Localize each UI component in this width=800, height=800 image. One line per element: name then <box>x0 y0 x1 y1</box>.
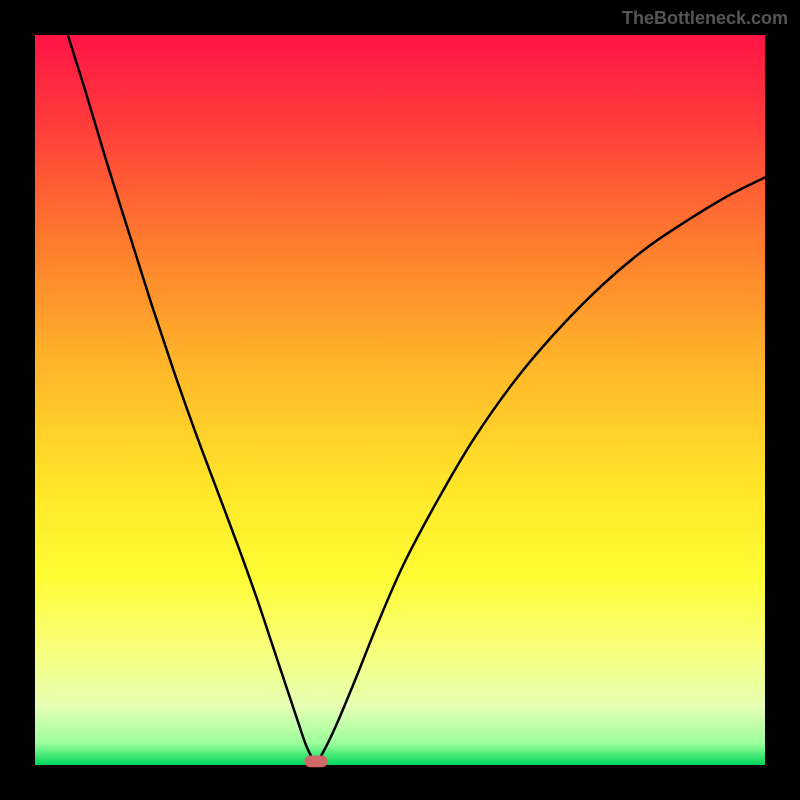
watermark-text: TheBottleneck.com <box>622 8 788 29</box>
plot-area-gradient <box>35 35 765 765</box>
optimal-point-marker <box>304 756 327 768</box>
chart-root: TheBottleneck.com <box>0 0 800 800</box>
bottleneck-chart-svg <box>0 0 800 800</box>
